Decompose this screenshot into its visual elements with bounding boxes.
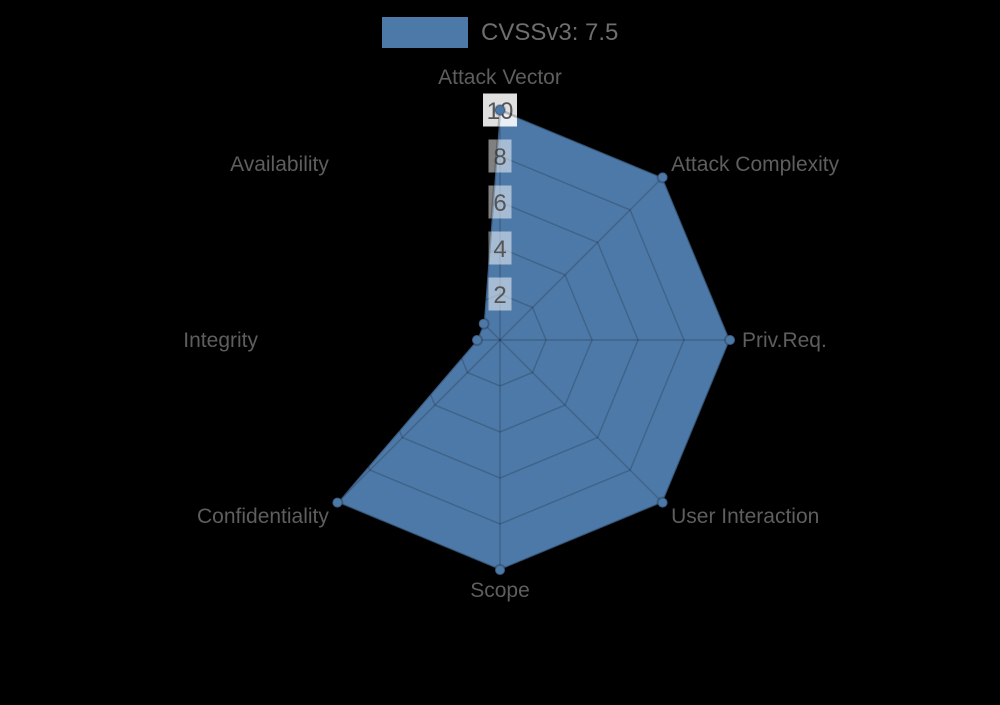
axis-label-user-interaction: User Interaction — [671, 505, 819, 528]
axis-spoke — [336, 339, 501, 504]
vertex-marker — [494, 104, 506, 116]
legend-swatch — [382, 17, 468, 48]
grid-ring — [361, 201, 639, 479]
vertex-marker — [494, 564, 506, 576]
vertex-marker — [477, 317, 490, 330]
legend-label: CVSSv3: 7.5 — [481, 19, 619, 46]
axis-spoke — [499, 176, 664, 341]
vertex-marker — [724, 334, 736, 346]
axis-label-integrity: Integrity — [183, 329, 258, 352]
axis-label-attack-complexity: Attack Complexity — [671, 153, 840, 176]
tick-label: 6 — [493, 190, 506, 217]
tick-label: 4 — [493, 236, 506, 263]
vertex-marker — [471, 334, 483, 346]
tick-label: 2 — [493, 282, 506, 309]
axis-spoke — [499, 339, 664, 504]
tick-box — [488, 139, 512, 173]
axis-label-confidentiality: Confidentiality — [197, 505, 329, 528]
vertex-marker — [656, 496, 669, 509]
tick-label: 8 — [493, 144, 506, 171]
grid-ring — [407, 247, 593, 433]
legend-item[interactable]: CVSSv3: 7.5 — [382, 17, 618, 48]
grid-ring — [315, 155, 685, 525]
axis-label-scope: Scope — [470, 579, 530, 602]
tick-box — [488, 277, 512, 311]
vertex-marker — [331, 496, 344, 509]
tick-box — [488, 231, 512, 265]
axis-label-attack-vector: Attack Vector — [438, 66, 562, 89]
axis-label-priv-req-: Priv.Req. — [742, 329, 827, 352]
series-fill — [337, 110, 730, 570]
tick-box — [488, 185, 512, 219]
vertex-marker — [656, 171, 669, 184]
axis-spoke — [336, 176, 501, 341]
axis-label-availability: Availability — [230, 153, 329, 176]
grid-ring — [453, 293, 547, 387]
